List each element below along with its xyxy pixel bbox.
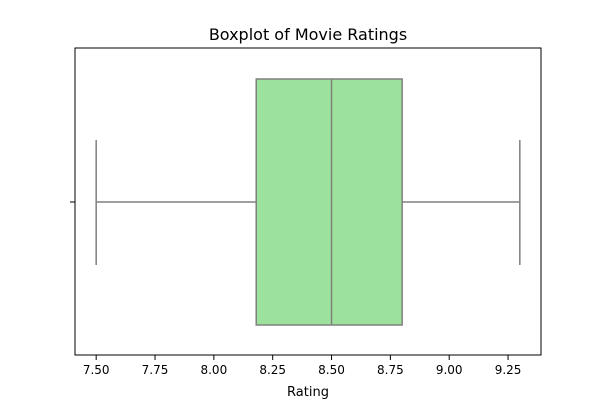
iqr-box bbox=[255, 78, 403, 326]
x-tick-label: 9.00 bbox=[436, 363, 463, 377]
x-axis: 7.50 7.75 8.00 8.25 8.50 8.75 9.00 9.25 bbox=[83, 355, 522, 377]
box-plot bbox=[95, 78, 521, 326]
x-tick-label: 7.50 bbox=[83, 363, 110, 377]
x-tick-label: 8.25 bbox=[259, 363, 286, 377]
x-tick-label: 8.50 bbox=[318, 363, 345, 377]
x-tick-label: 8.00 bbox=[200, 363, 227, 377]
chart-title: Boxplot of Movie Ratings bbox=[209, 25, 407, 44]
x-axis-label: Rating bbox=[287, 385, 329, 400]
x-tick-label: 8.75 bbox=[377, 363, 404, 377]
x-tick-label: 7.75 bbox=[142, 363, 169, 377]
x-tick-label: 9.25 bbox=[495, 363, 522, 377]
